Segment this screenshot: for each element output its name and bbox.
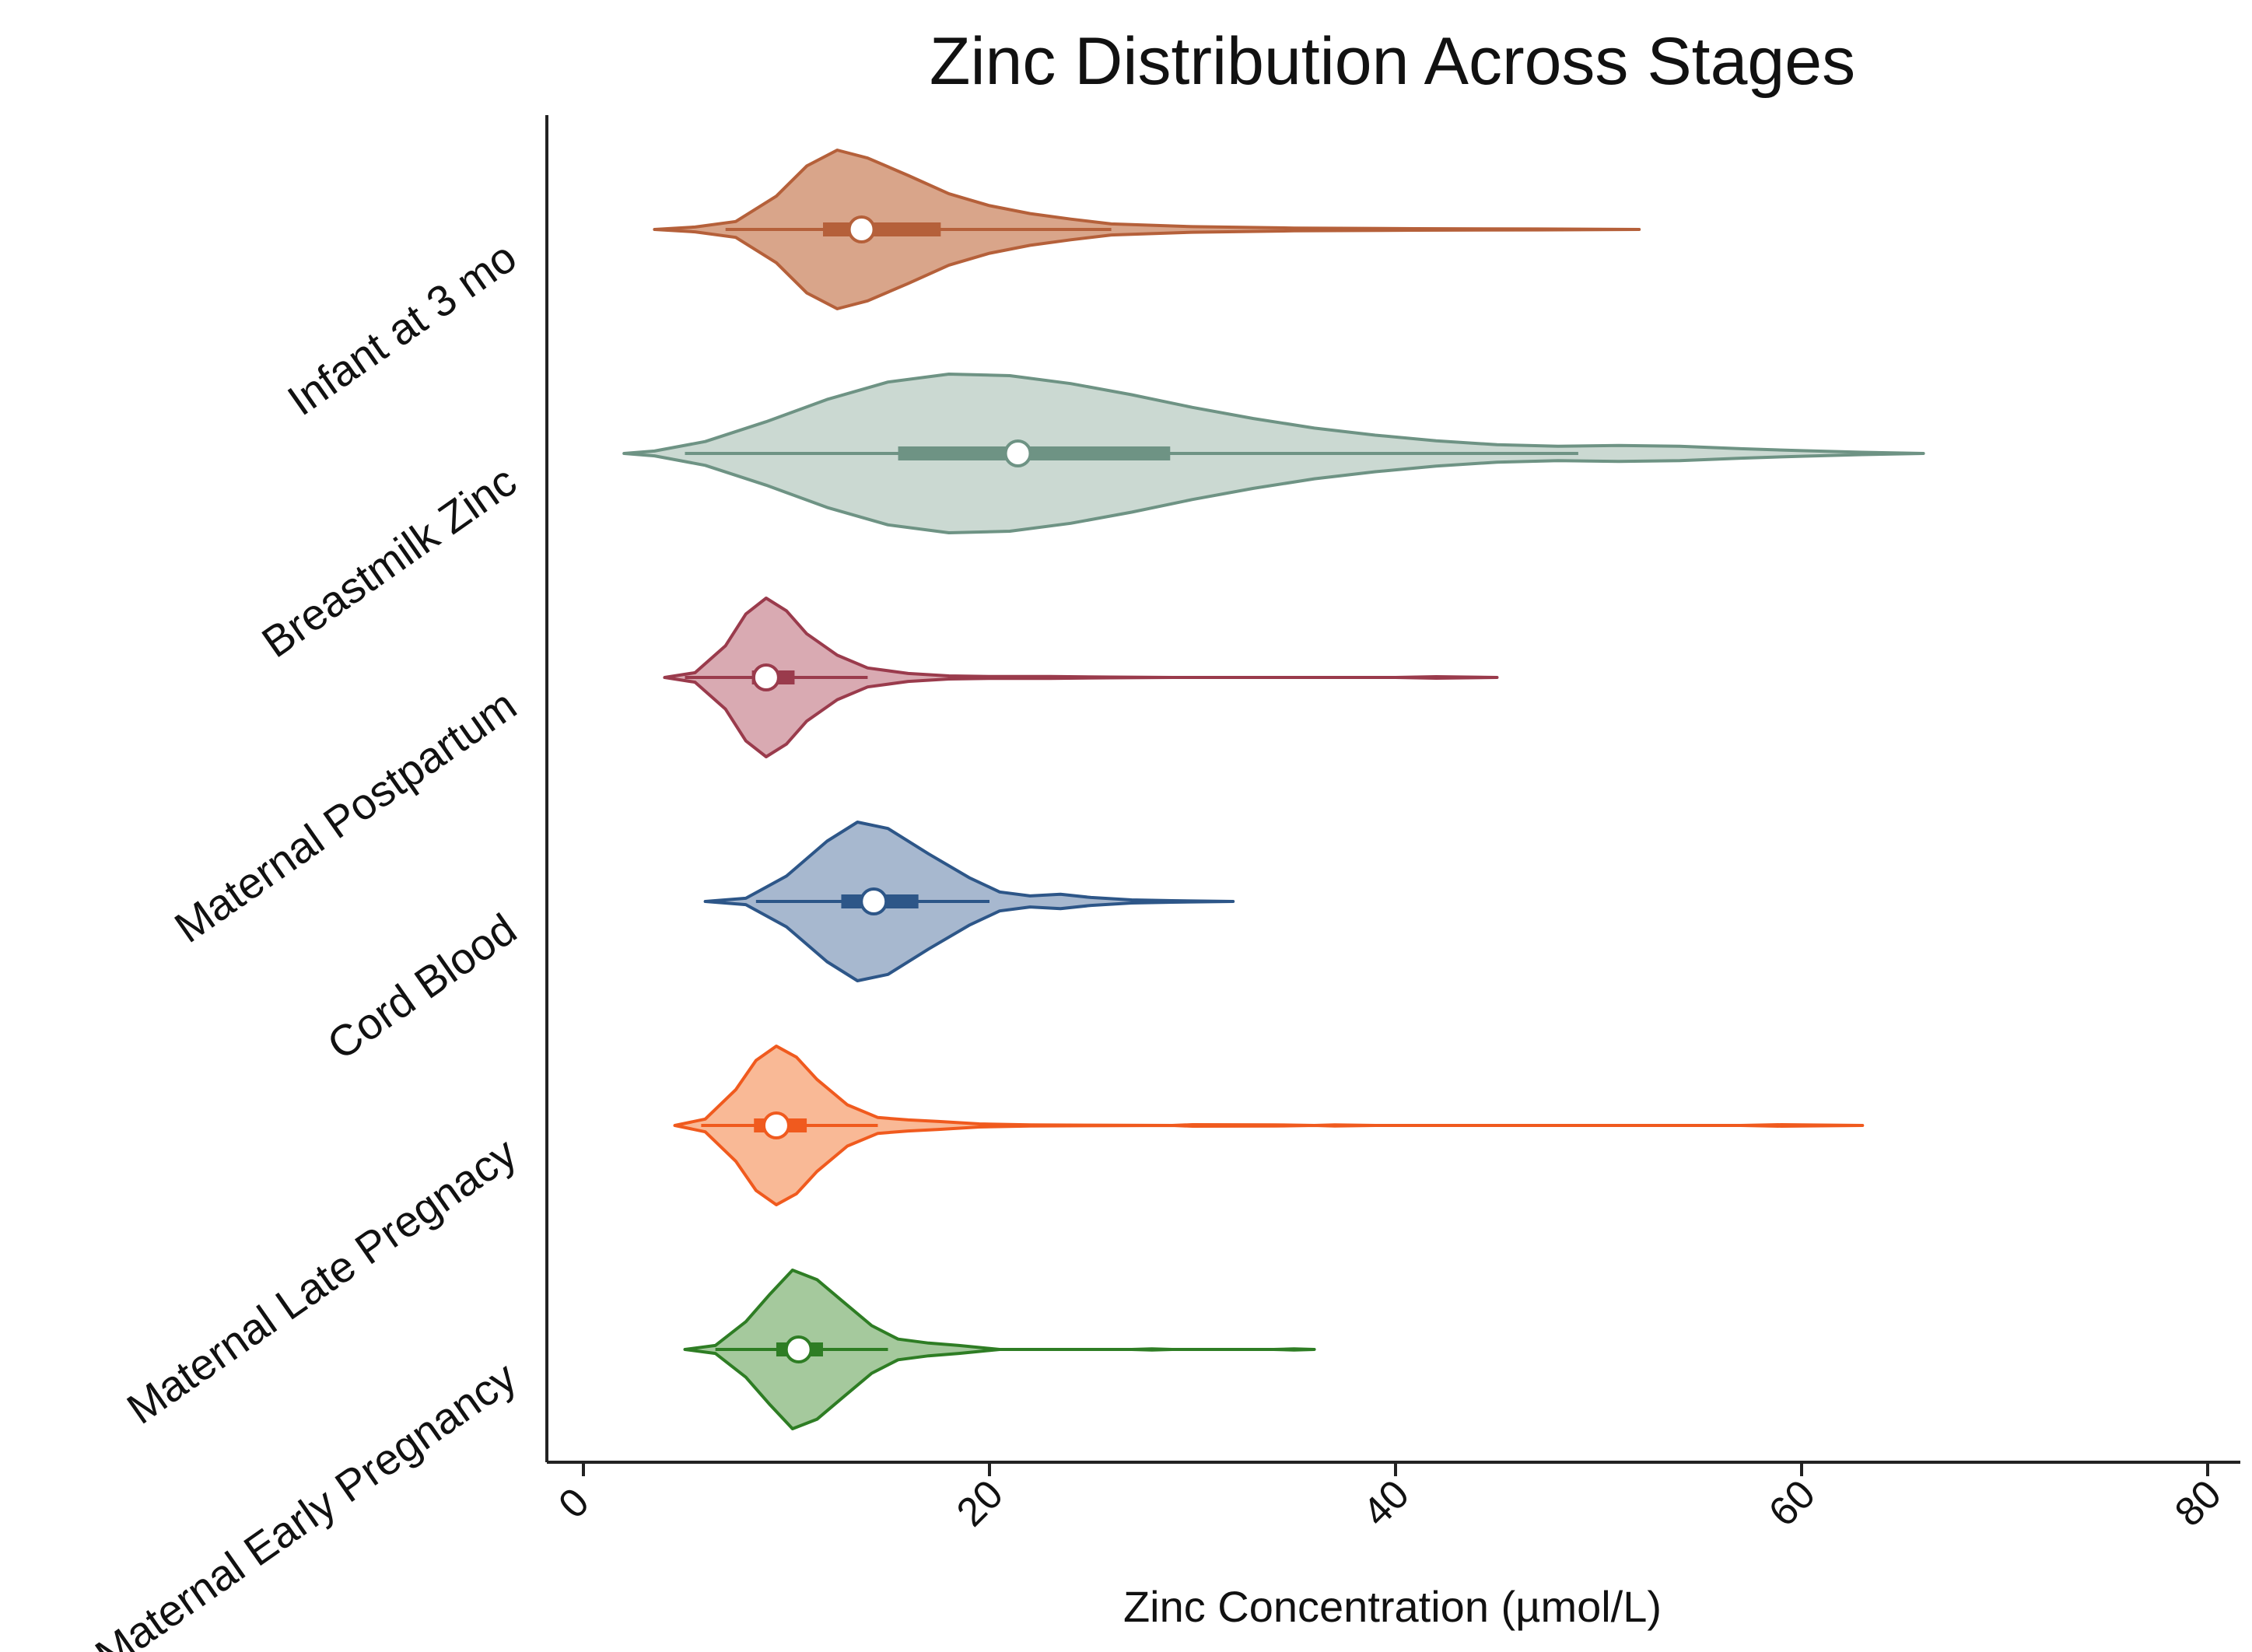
x-tick-label: 20 — [948, 1472, 1012, 1535]
category-label-infant-at-3-mo: Infant at 3 mo — [278, 232, 525, 425]
x-tick-label: 60 — [1760, 1472, 1824, 1535]
violin-body — [663, 597, 1499, 758]
violin-body — [683, 1269, 1316, 1430]
median-marker — [762, 1111, 790, 1139]
iqr-box — [822, 222, 941, 236]
chart-title: Zinc Distribution Across Stages — [930, 24, 1855, 99]
x-axis-ticks: 0 20 40 60 80 — [550, 1462, 2230, 1535]
violin-breastmilk-zinc — [622, 373, 1925, 534]
violin-infant-at-3-mo — [653, 149, 1641, 310]
violin-cord-blood — [703, 821, 1235, 982]
category-label-breastmilk-zinc: Breastmilk Zinc — [253, 456, 525, 667]
violin-maternal-late-pregnacy — [673, 1045, 1865, 1206]
x-tick-label: 40 — [1354, 1472, 1418, 1535]
violin-body — [673, 1045, 1865, 1206]
median-marker — [784, 1335, 813, 1363]
median-marker — [847, 215, 876, 243]
median-marker — [751, 663, 780, 691]
median-marker — [860, 887, 888, 915]
violin-maternal-postpartum — [663, 597, 1499, 758]
violin-body — [653, 149, 1641, 310]
x-tick-label: 0 — [550, 1479, 597, 1527]
median-marker — [1003, 439, 1032, 467]
violins-group — [622, 149, 1925, 1430]
x-axis-label: Zinc Concentration (µmol/L) — [1123, 1582, 1662, 1631]
category-label-maternal-postpartum: Maternal Postpartum — [166, 680, 525, 952]
violin-maternal-early-pregnancy — [683, 1269, 1316, 1430]
iqr-box — [898, 446, 1171, 460]
category-label-cord-blood: Cord Blood — [318, 904, 525, 1069]
x-tick-label: 80 — [2166, 1472, 2230, 1535]
